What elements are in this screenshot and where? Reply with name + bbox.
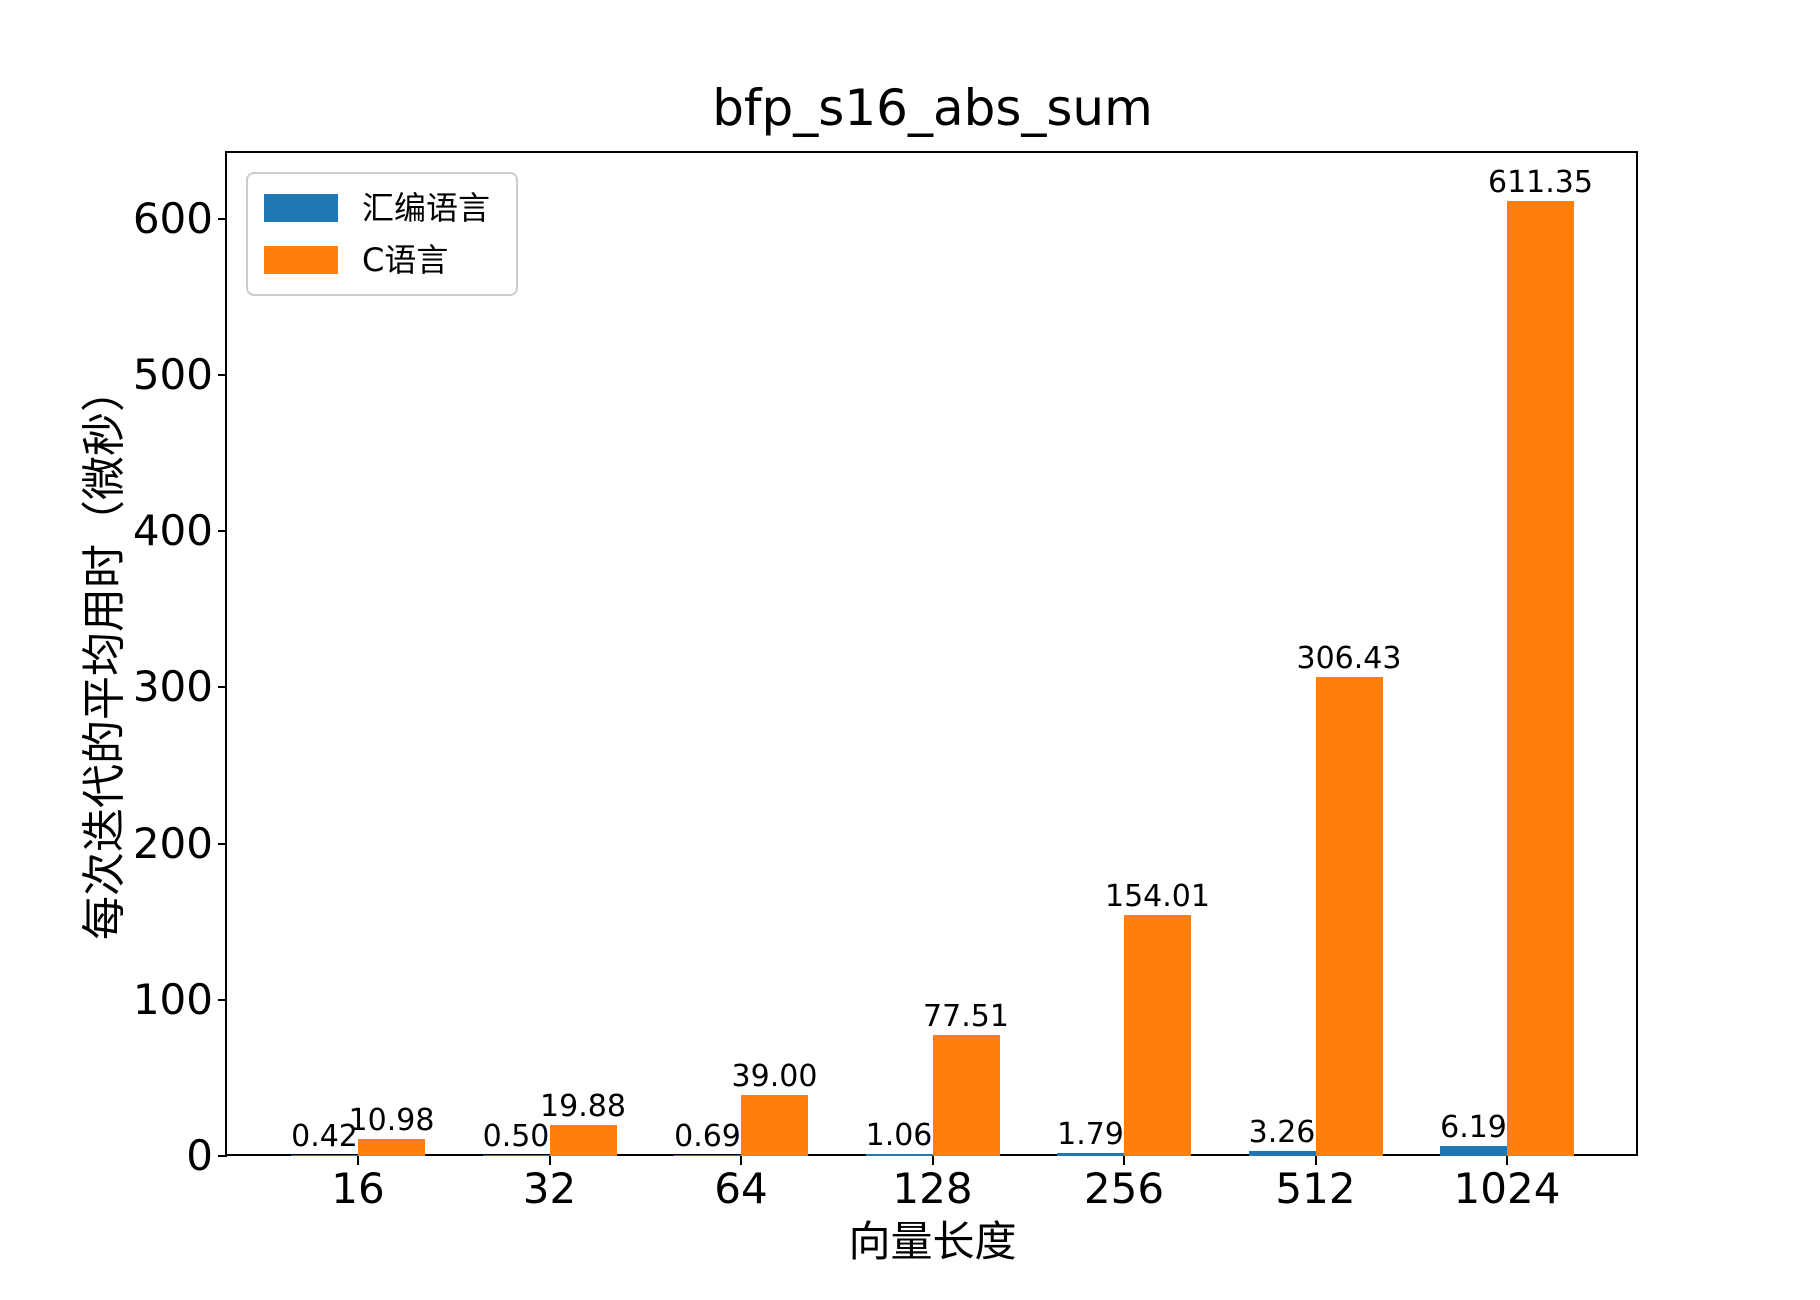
bar-c-1024: [1507, 201, 1574, 1156]
bar-assembly-256: [1057, 1153, 1124, 1156]
bar-assembly-16: [291, 1155, 358, 1156]
bar-assembly-1024: [1440, 1146, 1507, 1156]
bar-label-c-32: 19.88: [540, 1089, 626, 1124]
bar-c-64: [741, 1095, 808, 1156]
bar-label-assembly-32: 0.50: [482, 1119, 550, 1154]
bar-c-512: [1315, 677, 1383, 1156]
y-tick-label-0: 0: [186, 1131, 213, 1180]
bar-label-c-512: 306.43: [1296, 641, 1402, 676]
y-tick-label-500: 500: [132, 349, 213, 399]
chart-title: bfp_s16_abs_sum: [712, 79, 1153, 137]
x-axis-label: 向量长度: [848, 1217, 1017, 1266]
x-tick-label-64: 64: [714, 1164, 768, 1213]
y-tick-200: [218, 842, 227, 845]
y-tick-label-100: 100: [132, 974, 213, 1024]
bar-label-c-1024: 611.35: [1488, 165, 1593, 200]
y-tick-0: [218, 1155, 227, 1157]
y-tick-400: [218, 530, 227, 533]
plot-area: [225, 151, 1638, 1156]
bar-label-assembly-64: 0.69: [674, 1119, 741, 1154]
legend-swatch-assembly: [264, 194, 338, 222]
bar-label-assembly-256: 1.79: [1057, 1117, 1124, 1152]
bar-label-assembly-512: 3.26: [1248, 1115, 1316, 1150]
bar-c-32: [549, 1125, 617, 1156]
legend-item-assembly: 汇编语言: [264, 188, 490, 228]
y-tick-300: [218, 686, 227, 689]
legend-label-assembly: 汇编语言: [362, 189, 491, 227]
x-tick-32: [548, 1156, 551, 1165]
x-tick-label-512: 512: [1275, 1164, 1356, 1213]
bar-label-assembly-16: 0.42: [291, 1119, 358, 1154]
bar-assembly-64: [674, 1155, 741, 1156]
x-tick-label-32: 32: [522, 1164, 577, 1213]
bar-c-16: [358, 1139, 425, 1156]
bar-assembly-128: [865, 1154, 933, 1156]
bar-label-assembly-1024: 6.19: [1440, 1110, 1507, 1145]
x-tick-label-16: 16: [331, 1164, 385, 1213]
x-tick-512: [1314, 1156, 1317, 1165]
legend-label-c: C语言: [362, 241, 449, 279]
y-tick-100: [218, 998, 227, 1001]
bar-label-c-16: 10.98: [348, 1103, 435, 1138]
x-tick-label-1024: 1024: [1453, 1164, 1561, 1213]
x-tick-label-128: 128: [892, 1164, 973, 1213]
bar-assembly-32: [482, 1155, 550, 1156]
bar-label-c-128: 77.51: [923, 999, 1009, 1034]
y-tick-label-400: 400: [132, 506, 213, 556]
y-tick-500: [218, 373, 227, 376]
x-tick-1024: [1506, 1156, 1508, 1165]
legend: 汇编语言 C语言: [246, 172, 519, 296]
legend-swatch-c: [264, 246, 338, 274]
legend-item-c: C语言: [264, 240, 490, 280]
bar-assembly-512: [1248, 1151, 1316, 1156]
x-tick-128: [931, 1156, 934, 1165]
y-tick-label-600: 600: [132, 193, 213, 243]
x-tick-label-256: 256: [1083, 1164, 1165, 1213]
bar-c-128: [932, 1035, 1000, 1156]
x-tick-16: [357, 1156, 359, 1165]
bar-label-c-256: 154.01: [1105, 879, 1210, 914]
bar-label-assembly-128: 1.06: [865, 1118, 933, 1153]
y-tick-600: [218, 217, 227, 220]
x-tick-64: [740, 1156, 742, 1165]
y-tick-label-200: 200: [132, 818, 213, 868]
x-tick-256: [1123, 1156, 1125, 1165]
bar-c-256: [1124, 915, 1191, 1156]
y-tick-label-300: 300: [132, 662, 213, 712]
bar-label-c-64: 39.00: [731, 1059, 818, 1094]
